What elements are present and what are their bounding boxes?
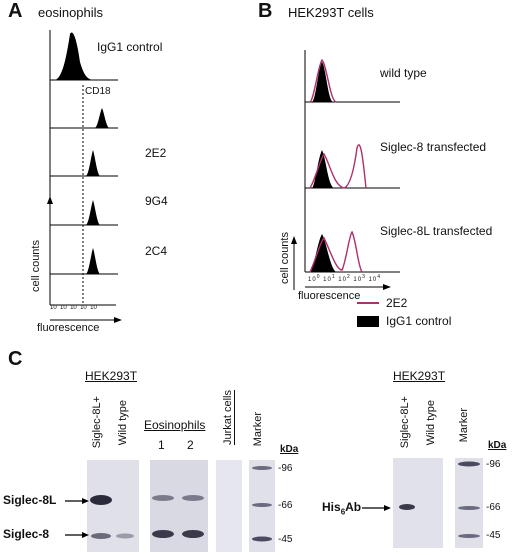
tick-label: 10 bbox=[90, 305, 97, 311]
left-lane-siglec8l: Siglec-8L+ bbox=[91, 396, 103, 449]
panel-a-histograms bbox=[47, 30, 122, 323]
jurkat-label: Jurkat cells bbox=[222, 390, 234, 446]
left-kda-label: kDa bbox=[280, 444, 299, 455]
tick-label: 10 bbox=[80, 305, 87, 311]
hist-label-2e2: 2E2 bbox=[145, 146, 167, 160]
hist-label-cd18: CD18 bbox=[85, 86, 111, 97]
panel-a-xlabel: fluorescence bbox=[37, 322, 100, 334]
left-blot-marker bbox=[249, 460, 275, 552]
tick-label: 10 bbox=[70, 305, 77, 311]
band-label-siglec8l: Siglec-8L bbox=[3, 493, 57, 507]
right-blot-hek bbox=[393, 458, 443, 548]
tick-label: 10 bbox=[50, 305, 57, 311]
left-blot-eos bbox=[150, 460, 208, 552]
panel-b-xlabel: fluorescence bbox=[298, 290, 361, 302]
left-marker-45: -45 bbox=[278, 534, 293, 545]
panel-b-letter: B bbox=[258, 0, 273, 22]
hist-label-2c4: 2C4 bbox=[145, 244, 168, 258]
tick-exp: 0 bbox=[316, 274, 321, 280]
panel-c-letter: C bbox=[8, 348, 23, 370]
right-lane-siglec8l: Siglec-8L+ bbox=[399, 396, 411, 449]
right-kda-label: kDa bbox=[488, 440, 507, 451]
band-arrow-right bbox=[362, 505, 391, 511]
eosinophils-header: Eosinophils bbox=[144, 418, 206, 432]
hist-label-9g4: 9G4 bbox=[145, 194, 168, 208]
ab-text: Ab bbox=[345, 500, 362, 514]
left-blot-hek bbox=[87, 460, 139, 552]
hist-label-siglec8: Siglec-8 transfected bbox=[380, 140, 487, 154]
right-marker-label: Marker bbox=[458, 408, 470, 443]
eos-lane-2: 2 bbox=[187, 438, 194, 452]
right-hek-header: HEK293T bbox=[393, 369, 446, 383]
left-marker-label: Marker bbox=[252, 412, 264, 447]
panel-a-tick-labels: 10 10 10 10 10 bbox=[50, 305, 97, 311]
panel-b-title: HEK293T cells bbox=[288, 5, 374, 20]
hist-label-igg1: IgG1 control bbox=[97, 40, 163, 54]
right-marker-96: -96 bbox=[486, 459, 501, 470]
tick-exp: 3 bbox=[362, 274, 366, 280]
panel-b-ylabel: cell counts bbox=[279, 232, 291, 284]
left-hek-header: HEK293T bbox=[85, 369, 138, 383]
tick-exp: 1 bbox=[331, 274, 336, 280]
his-subscript: 6 bbox=[340, 507, 346, 517]
eos-lane-1: 1 bbox=[158, 438, 165, 452]
tick-exp: 2 bbox=[346, 274, 351, 280]
left-lane-wildtype: Wild type bbox=[117, 400, 129, 446]
his-text: His bbox=[322, 500, 341, 514]
tick-label: 10 bbox=[60, 305, 67, 311]
panel-b-tick-labels: 100 101 102 103 104 bbox=[308, 274, 381, 283]
band-arrows-left bbox=[65, 498, 89, 538]
panel-a-title: eosinophils bbox=[38, 5, 104, 20]
right-marker-45: -45 bbox=[486, 530, 501, 541]
legend-2e2: 2E2 bbox=[386, 296, 408, 310]
hist-label-siglec8l: Siglec-8L transfected bbox=[380, 224, 493, 238]
left-marker-66: -66 bbox=[278, 500, 293, 511]
legend-igg1: IgG1 control bbox=[386, 314, 452, 328]
right-marker-66: -66 bbox=[486, 502, 501, 513]
panel-a-letter: A bbox=[8, 0, 23, 22]
band-label-his6ab: His6Ab bbox=[322, 500, 361, 516]
band-label-siglec8: Siglec-8 bbox=[3, 527, 50, 541]
tick-exp: 4 bbox=[377, 274, 381, 280]
left-blot-jurkat bbox=[216, 460, 242, 552]
hist-label-wild-type: wild type bbox=[380, 66, 427, 80]
left-marker-96: -96 bbox=[278, 463, 293, 474]
right-lane-wildtype: Wild type bbox=[425, 400, 437, 446]
right-blot-marker bbox=[455, 458, 483, 548]
panel-b-histograms bbox=[291, 50, 400, 327]
